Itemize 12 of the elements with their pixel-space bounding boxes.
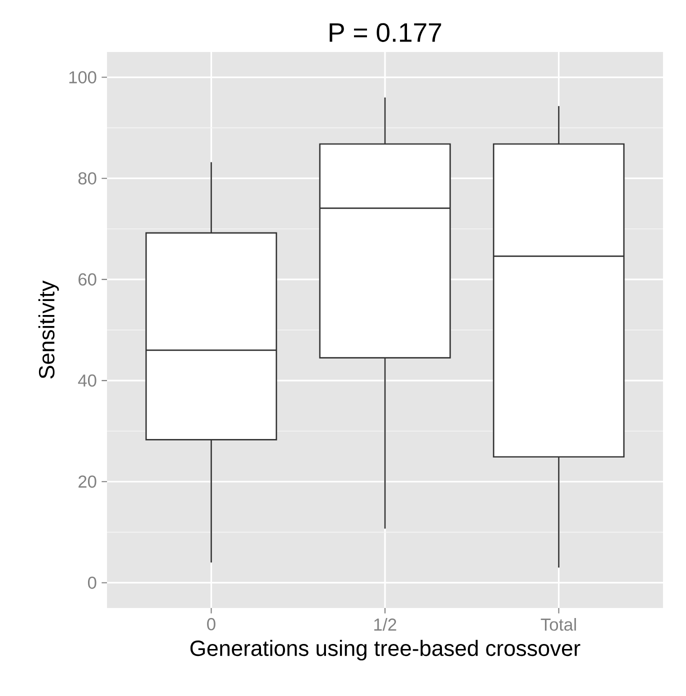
y-tick-label: 100: [69, 71, 96, 84]
x-tick-label: 1/2: [374, 618, 396, 631]
y-tick-label: 0: [88, 576, 96, 589]
y-tick-label: 40: [78, 374, 96, 387]
x-tick-label: Total: [540, 618, 576, 631]
y-tick-label: 60: [78, 273, 96, 286]
x-tick-label: 0: [207, 618, 216, 630]
y-axis-title: Sensitivity: [38, 280, 59, 379]
y-tick-label: 80: [78, 172, 96, 184]
x-axis-title: Generations using tree-based crossover: [190, 640, 580, 660]
chart-title: P = 0.177: [330, 23, 442, 42]
y-tick-label: 20: [78, 475, 96, 488]
